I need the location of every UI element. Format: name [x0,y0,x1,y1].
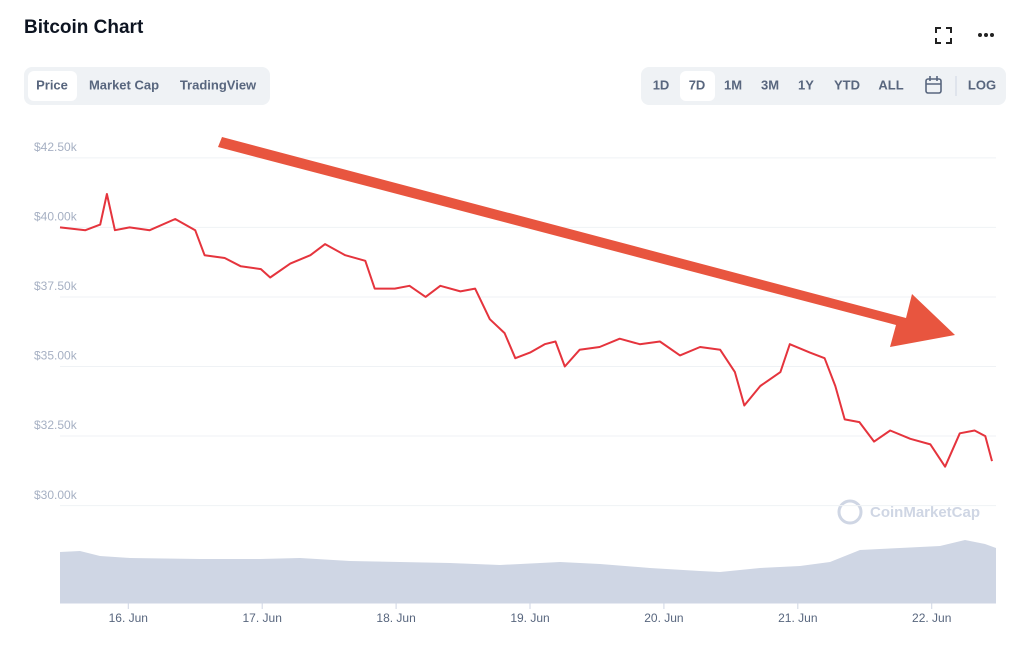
tab[interactable]: Market Cap [89,77,159,92]
tab-group [24,67,270,105]
watermark: CoinMarketCap [837,499,980,525]
y-tick-label: $40.00k [34,210,78,224]
x-tick-label: 19. Jun [510,611,549,625]
tab[interactable]: Price [36,77,68,92]
x-tick-label: 17. Jun [243,611,282,625]
tab-selected [28,71,77,101]
trend-arrow [218,137,955,347]
price-line [59,193,993,468]
x-tick-label: 20. Jun [644,611,683,625]
more-icon[interactable] [978,33,994,37]
fullscreen-icon[interactable] [935,27,952,44]
range-button[interactable]: 1D [653,77,670,92]
range-button[interactable]: 7D [689,77,706,92]
range-button[interactable]: 3M [761,77,779,92]
range-button[interactable]: 1Y [798,77,814,92]
x-tick-label: 22. Jun [912,611,951,625]
watermark-text: CoinMarketCap [870,504,980,521]
y-tick-label: $37.50k [34,279,78,293]
range-selected [680,71,715,101]
x-tick-label: 18. Jun [376,611,415,625]
range-button[interactable]: YTD [834,77,860,92]
tab[interactable]: TradingView [180,77,257,92]
range-group [641,67,1006,105]
y-tick-label: $30.00k [34,488,78,502]
calendar-icon[interactable] [925,76,942,94]
chart-title: Bitcoin Chart [24,17,144,38]
y-tick-label: $32.50k [34,418,78,432]
x-tick-label: 21. Jun [778,611,817,625]
y-tick-label: $35.00k [34,349,78,363]
y-tick-label: $42.50k [34,140,78,154]
x-tick-label: 16. Jun [109,611,148,625]
range-button[interactable]: 1M [724,77,742,92]
log-button[interactable]: LOG [968,77,996,92]
range-button[interactable]: ALL [878,77,903,92]
volume-area [60,540,996,603]
